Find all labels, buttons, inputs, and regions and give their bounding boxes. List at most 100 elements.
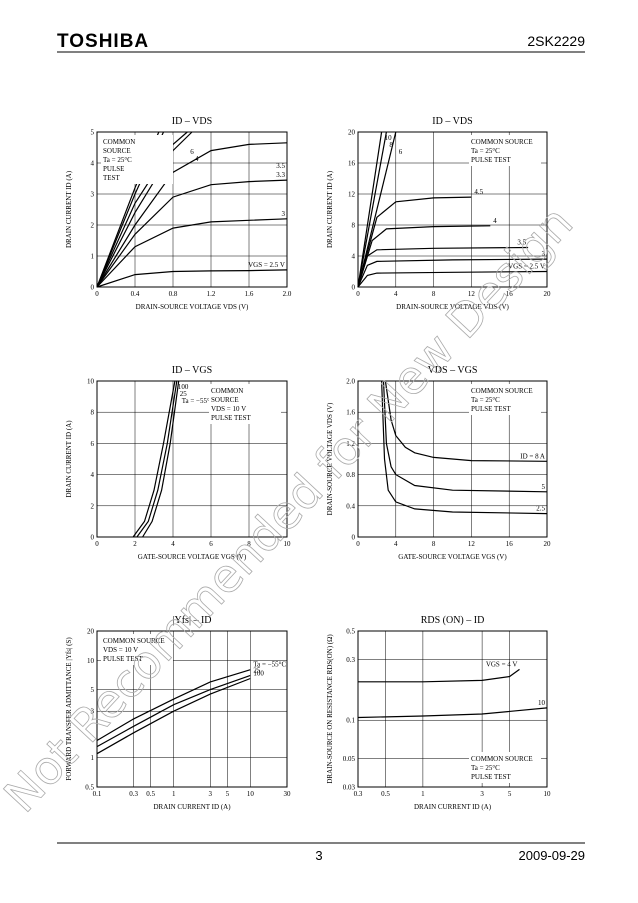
note-box (101, 135, 173, 184)
x-tick-label: 6 (209, 540, 213, 548)
note-text: PULSE TEST (103, 655, 143, 663)
y-tick-label: 4 (352, 253, 356, 261)
y-axis-label: DRAIN CURRENT ID (A) (326, 170, 334, 248)
brand: TOSHIBA (57, 31, 149, 52)
x-tick-label: 16 (506, 290, 514, 298)
curve (96, 142, 288, 288)
curve (357, 131, 397, 288)
y-tick-label: 0 (352, 534, 356, 542)
curve-label: 5 (542, 483, 546, 491)
y-tick-label: 0.03 (343, 784, 356, 792)
x-tick-label: 20 (544, 290, 552, 298)
x-tick-label: 10 (284, 540, 292, 548)
curve-label: VGS = 2.5 V (508, 263, 545, 271)
x-tick-label: 0.5 (146, 790, 155, 798)
note-text: TEST (103, 174, 120, 182)
curve (357, 131, 383, 288)
x-tick-label: 1.6 (245, 290, 254, 298)
curve-label: VGS = 4 V (486, 660, 518, 668)
curve-label: 3.5 (276, 162, 285, 170)
curve-label: 3 (542, 250, 546, 258)
curve-label: 4.5 (474, 188, 483, 196)
curve-label: 3.5 (517, 238, 526, 246)
y-tick-label: 1 (91, 754, 95, 762)
curve (357, 258, 548, 288)
note-text: SOURCE (103, 147, 131, 155)
x-tick-label: 2 (133, 540, 137, 548)
chart-title: ID – VDS (432, 116, 472, 127)
x-tick-label: 5 (508, 790, 512, 798)
curve (96, 674, 251, 748)
y-tick-label: 0.5 (346, 628, 355, 636)
curve-label: 25 (253, 666, 261, 674)
y-axis-label: DRAIN-SOURCE ON RESISTANCE RDS(ON) (Ω) (326, 634, 334, 784)
y-tick-label: 4 (91, 160, 95, 168)
y-axis-label: DRAIN CURRENT ID (A) (65, 420, 73, 498)
part-number: 2SK2229 (527, 33, 585, 49)
curve-label: 6 (399, 148, 403, 156)
x-tick-label: 5 (226, 790, 230, 798)
x-axis-label: DRAIN-SOURCE VOLTAGE VDS (V) (396, 303, 509, 311)
x-tick-label: 1 (421, 790, 425, 798)
curve (382, 380, 548, 493)
curve (357, 196, 472, 288)
curve-label: 10 (538, 699, 546, 707)
curve (96, 218, 288, 288)
curve-label: 3 (282, 210, 286, 218)
date: 2009-09-29 (519, 848, 586, 863)
watermark: Not Recommended for New Design (0, 196, 583, 823)
note-text: COMMON SOURCE (471, 755, 533, 763)
x-tick-label: 0.3 (354, 790, 363, 798)
curve (142, 380, 180, 538)
x-tick-label: 0.8 (169, 290, 178, 298)
y-tick-label: 8 (91, 409, 95, 417)
note-text: Ta = 25°C (103, 156, 132, 164)
note-text: Ta = 25°C (471, 396, 500, 404)
chart-title: VDS – VGS (428, 365, 478, 376)
x-tick-label: 4 (394, 290, 398, 298)
curve-label: 100 (178, 383, 189, 391)
x-tick-label: 12 (468, 540, 476, 548)
page-number: 3 (315, 848, 322, 863)
x-tick-label: 8 (247, 540, 251, 548)
y-tick-label: 0 (352, 284, 356, 292)
y-tick-label: 0 (91, 284, 95, 292)
chart: ID – VDS DRAIN-SOURCE VOLTAGE VDS (V) DRAI… (65, 116, 292, 311)
x-axis-label: GATE-SOURCE VOLTAGE VGS (V) (398, 553, 507, 561)
curve (96, 179, 288, 288)
y-tick-label: 10 (87, 378, 95, 386)
curve (358, 668, 520, 683)
chart-title: |Yfs| – ID (173, 615, 212, 626)
y-tick-label: 20 (348, 129, 356, 137)
note-text: COMMON SOURCE (471, 138, 533, 146)
y-tick-label: 1 (91, 253, 95, 261)
note-text: Ta = 25°C (471, 147, 500, 155)
note-box (469, 384, 541, 415)
x-tick-label: 3 (480, 790, 484, 798)
y-tick-label: 0.5 (85, 784, 94, 792)
curve (136, 380, 178, 538)
chart: |Yfs| – ID DRAIN CURRENT ID (A) FORWARD TR… (65, 615, 291, 811)
x-tick-label: 16 (506, 540, 514, 548)
curve-label: 8 (389, 141, 393, 149)
y-tick-label: 1.6 (346, 409, 355, 417)
x-tick-label: 1.2 (207, 290, 216, 298)
y-tick-label: 0 (91, 534, 95, 542)
curve (384, 380, 548, 462)
curve-label: 3.3 (276, 171, 285, 179)
curve (357, 131, 387, 288)
note-text: PULSE TEST (471, 156, 511, 164)
y-tick-label: 5 (91, 686, 95, 694)
x-tick-label: 0 (356, 290, 360, 298)
curve-label: Ta = −55°C (253, 661, 286, 669)
y-axis-label: FORWARD TRANSFER ADMITTANCE |Yfs| (S) (65, 637, 73, 781)
x-tick-label: 8 (432, 540, 436, 548)
curve (381, 380, 548, 515)
curve (96, 677, 251, 755)
x-tick-label: 10 (544, 790, 552, 798)
note-text: COMMON (103, 138, 135, 146)
curve (357, 707, 548, 719)
x-tick-label: 0.5 (381, 790, 390, 798)
y-tick-label: 0.4 (346, 502, 355, 510)
